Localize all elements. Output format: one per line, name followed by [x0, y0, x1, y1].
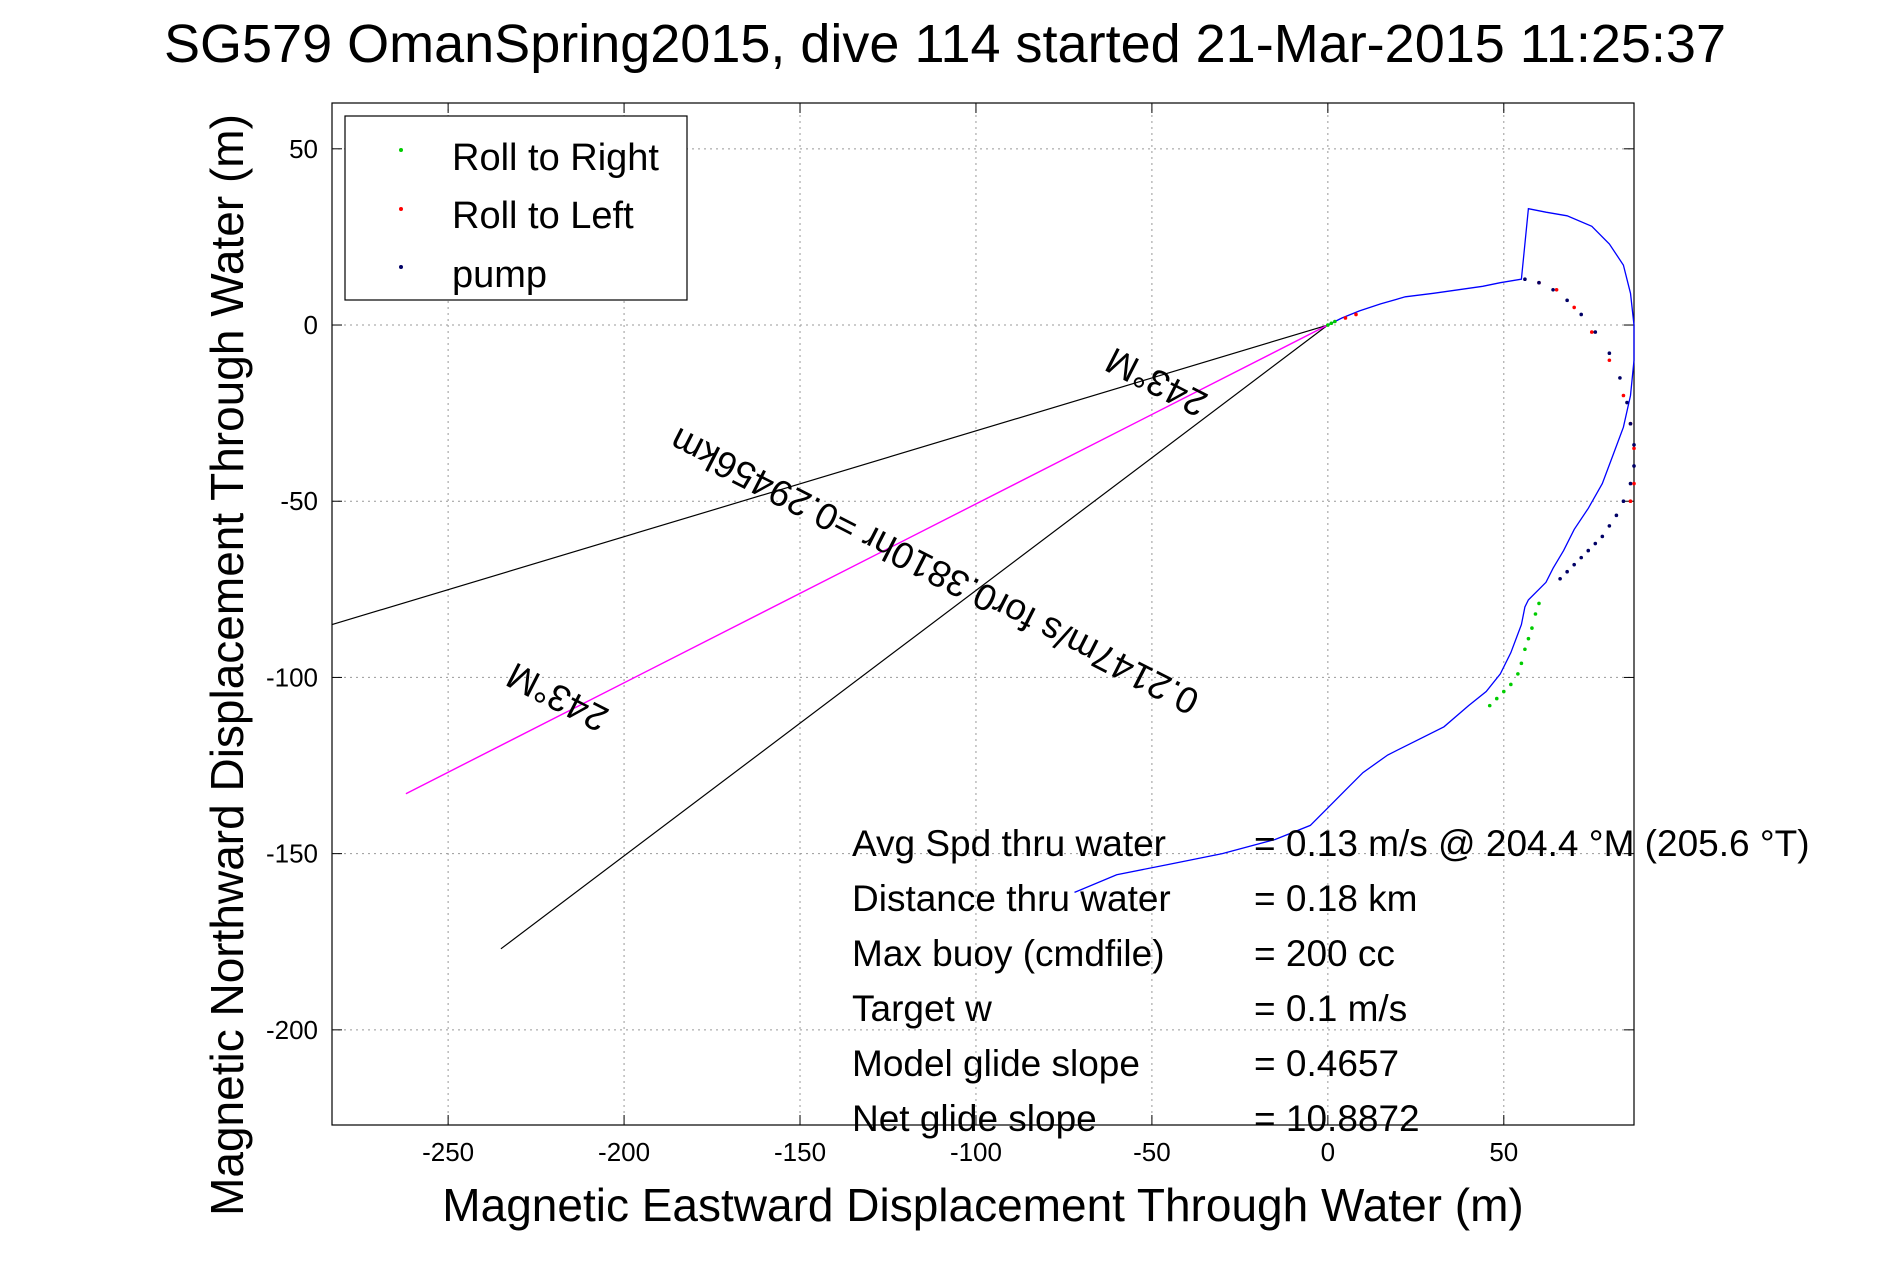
track-polyline [1074, 207, 1635, 893]
y-tick-label: -150 [266, 839, 318, 869]
course-line [405, 324, 1329, 795]
pump-point [1572, 562, 1576, 567]
pump-point [1551, 287, 1555, 292]
pump-point [1586, 548, 1591, 553]
roll-right-point [1537, 601, 1541, 606]
pump-point [1628, 421, 1633, 426]
pump-point [1579, 555, 1584, 560]
roll-right-point [1516, 672, 1520, 676]
stat-label-max-buoy: Max buoy (cmdfile) [852, 933, 1165, 974]
roll-right-point [1523, 647, 1527, 652]
x-tick-label: -150 [774, 1137, 826, 1167]
pump-point [1579, 312, 1584, 317]
pump-point [1523, 277, 1527, 282]
legend-label-roll-left: Roll to Left [452, 195, 634, 237]
roll-right-point [1526, 636, 1531, 641]
stat-label-net-glide: Net glide slope [852, 1098, 1097, 1139]
y-axis-label: Magnetic Northward Displacement Through … [201, 114, 253, 1216]
stat-label-model-glide: Model glide slope [852, 1043, 1140, 1084]
x-tick-label: -50 [1133, 1137, 1171, 1167]
pump-point [1593, 541, 1598, 546]
x-axis-label: Magnetic Eastward Displacement Through W… [442, 1179, 1523, 1231]
pump-point [1558, 576, 1562, 581]
roll-right-point [1494, 696, 1499, 701]
x-tick-label: -200 [598, 1137, 650, 1167]
legend-marker-roll-left [399, 207, 403, 211]
pump-point [1632, 443, 1636, 447]
roll-left-point [1572, 305, 1576, 310]
pump-point [1537, 280, 1541, 285]
roll-right-point [1519, 661, 1524, 666]
y-tick-label: -50 [280, 486, 318, 516]
roll-right-point [1487, 703, 1492, 708]
plot-frame [331, 102, 1635, 1126]
pump-point [1621, 499, 1626, 504]
roll-right-point [1530, 626, 1534, 630]
course-label: 0.2147m/s for0.3810hr =0.29456km [663, 420, 1205, 723]
pump-point [1565, 569, 1569, 574]
legend-label-roll-right: Roll to Right [452, 137, 659, 179]
pump-point [1625, 400, 1629, 405]
pump-point [1607, 524, 1612, 528]
course-line-segment [405, 324, 1329, 795]
track-line [1074, 207, 1635, 893]
pump-point [1618, 376, 1622, 380]
pump-point [1593, 330, 1598, 334]
pump-point [1607, 351, 1612, 356]
legend-marker-roll-right [399, 148, 403, 152]
roll-left-point [1589, 330, 1594, 334]
y-ticks: 50 0 -50 -100 -150 -200 [266, 134, 1634, 1045]
stat-value-distance: = 0.18 km [1254, 878, 1418, 919]
roll-right-point [1533, 612, 1538, 616]
roll-right-point [1326, 323, 1330, 327]
stat-value-target-w: = 0.1 m/s [1254, 988, 1407, 1029]
heading-label-left: 243°M [500, 655, 614, 740]
stat-label-avg-speed: Avg Spd thru water [852, 823, 1166, 864]
roll-right-point [1329, 321, 1334, 326]
x-tick-label: -250 [422, 1137, 474, 1167]
y-tick-label: 0 [304, 310, 318, 340]
y-tick-label: -200 [266, 1015, 318, 1045]
legend-label-pump: pump [452, 254, 547, 296]
roll-right-point [1333, 319, 1337, 324]
x-tick-label: 50 [1489, 1137, 1518, 1167]
wedge-line [500, 324, 1329, 950]
roll-left-point [1343, 316, 1348, 320]
y-tick-label: -100 [266, 662, 318, 692]
stat-value-model-glide: = 0.4657 [1254, 1043, 1399, 1084]
legend: Roll to Right Roll to Left pump [344, 115, 688, 301]
wedge-lines [331, 324, 1329, 950]
roll-left-point [1632, 481, 1636, 486]
roll-left-point [1607, 358, 1612, 363]
roll-left-point [1621, 393, 1626, 398]
stats-block: Avg Spd thru water = 0.13 m/s @ 204.4 °M… [852, 823, 1810, 1139]
stat-value-max-buoy: = 200 cc [1254, 933, 1395, 974]
pump-point [1628, 481, 1633, 486]
pump-point [1600, 534, 1605, 539]
stat-value-avg-speed: = 0.13 m/s @ 204.4 °M (205.6 °T) [1254, 823, 1810, 864]
stat-label-target-w: Target w [852, 988, 992, 1029]
stat-label-distance: Distance thru water [852, 878, 1171, 919]
roll-left-point [1554, 287, 1559, 292]
x-tick-label: -100 [950, 1137, 1002, 1167]
y-tick-label: 50 [289, 134, 318, 164]
pump-point [1614, 513, 1619, 518]
pump-point [1632, 464, 1636, 468]
wedge-line [331, 324, 1329, 626]
stat-value-net-glide: = 10.8872 [1254, 1098, 1420, 1139]
legend-marker-pump [399, 265, 403, 269]
marker-points [1326, 277, 1636, 708]
x-ticks: -250 -200 -150 -100 -50 0 50 [422, 103, 1518, 1167]
roll-left-point [1628, 499, 1633, 504]
roll-right-point [1502, 689, 1506, 694]
roll-left-point [1632, 446, 1636, 451]
roll-right-point [1509, 682, 1513, 687]
roll-left-point [1354, 312, 1358, 317]
pump-point [1565, 298, 1569, 303]
chart-title: SG579 OmanSpring2015, dive 114 started 2… [164, 14, 1726, 74]
x-tick-label: 0 [1321, 1137, 1335, 1167]
